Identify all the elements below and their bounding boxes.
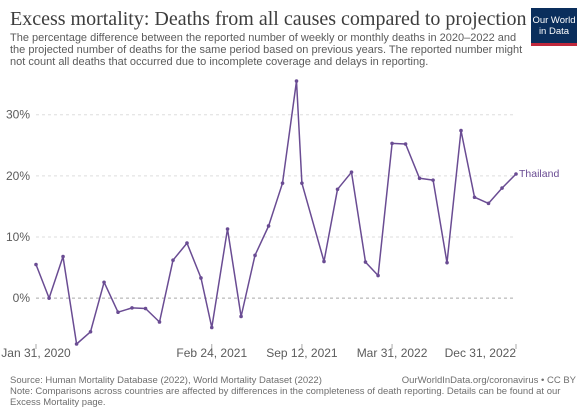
data-point[interactable] — [185, 241, 189, 245]
data-point[interactable] — [376, 273, 380, 278]
axis-labels: 0% 10% 20% 30% Jan 31, 2020 Feb 24, 2021 Sep 1… — [1, 108, 517, 360]
data-point[interactable] — [253, 253, 257, 258]
data-point[interactable] — [88, 329, 93, 334]
footer-note: Note: Comparisons across countries are a… — [10, 386, 561, 408]
footer-source: Source: Human Mortality Database (2022),… — [10, 375, 322, 386]
data-point[interactable] — [266, 224, 271, 228]
data-point[interactable] — [431, 178, 435, 182]
y-tick-label: 20% — [6, 169, 30, 183]
data-point[interactable] — [280, 181, 285, 185]
data-point[interactable] — [363, 260, 368, 264]
data-point[interactable] — [102, 280, 106, 285]
data-point[interactable] — [143, 306, 148, 311]
data-point[interactable] — [225, 227, 230, 231]
data-point[interactable] — [130, 306, 134, 310]
chart-title: Excess mortality: Deaths from all causes… — [10, 8, 527, 30]
x-tick-label: Sep 12, 2021 — [266, 346, 338, 360]
data-point[interactable] — [171, 258, 175, 263]
data-point[interactable] — [116, 310, 120, 315]
x-tick-label: Dec 31, 2022 — [445, 346, 517, 360]
data-point[interactable] — [34, 262, 38, 267]
data-point[interactable] — [199, 276, 203, 280]
x-tick-label: Jan 31, 2020 — [1, 346, 71, 360]
data-point[interactable] — [472, 195, 477, 200]
data-point[interactable] — [294, 79, 299, 83]
data-point[interactable] — [239, 314, 243, 319]
series-label: Thailand — [519, 168, 559, 180]
data-point[interactable] — [47, 296, 51, 300]
x-tick-label: Feb 24, 2021 — [176, 346, 247, 360]
logo-line-2: in Data — [538, 25, 570, 37]
series-line[interactable] — [35, 80, 517, 345]
data-point[interactable] — [335, 187, 340, 192]
footer-link[interactable]: OurWorldInData.org/coronavirus • CC BY — [401, 375, 576, 386]
data-point[interactable] — [500, 186, 504, 190]
data-point[interactable] — [514, 172, 518, 176]
data-point[interactable] — [349, 170, 354, 174]
data-point[interactable] — [459, 128, 463, 133]
y-tick-label: 30% — [6, 108, 30, 122]
data-point[interactable] — [157, 320, 162, 324]
data-point[interactable] — [61, 254, 65, 259]
logo-line-1: Our World — [532, 14, 576, 26]
data-point[interactable] — [74, 342, 79, 346]
series-layer: Thailand — [34, 79, 559, 346]
data-point[interactable] — [300, 181, 304, 185]
data-point[interactable] — [209, 325, 214, 330]
y-tick-label: 0% — [13, 291, 31, 305]
chart-subtitle: The percentage difference between the re… — [10, 32, 523, 69]
data-point[interactable] — [445, 260, 449, 265]
data-point[interactable] — [403, 142, 408, 146]
x-tick-label: Mar 31, 2022 — [357, 346, 428, 360]
data-point[interactable] — [390, 141, 394, 146]
data-point[interactable] — [322, 259, 326, 264]
data-point[interactable] — [486, 201, 491, 206]
y-tick-label: 10% — [6, 230, 30, 244]
data-point[interactable] — [417, 176, 422, 181]
grid-lines — [36, 114, 516, 299]
owid-logo[interactable]: Our World in Data — [531, 8, 577, 46]
